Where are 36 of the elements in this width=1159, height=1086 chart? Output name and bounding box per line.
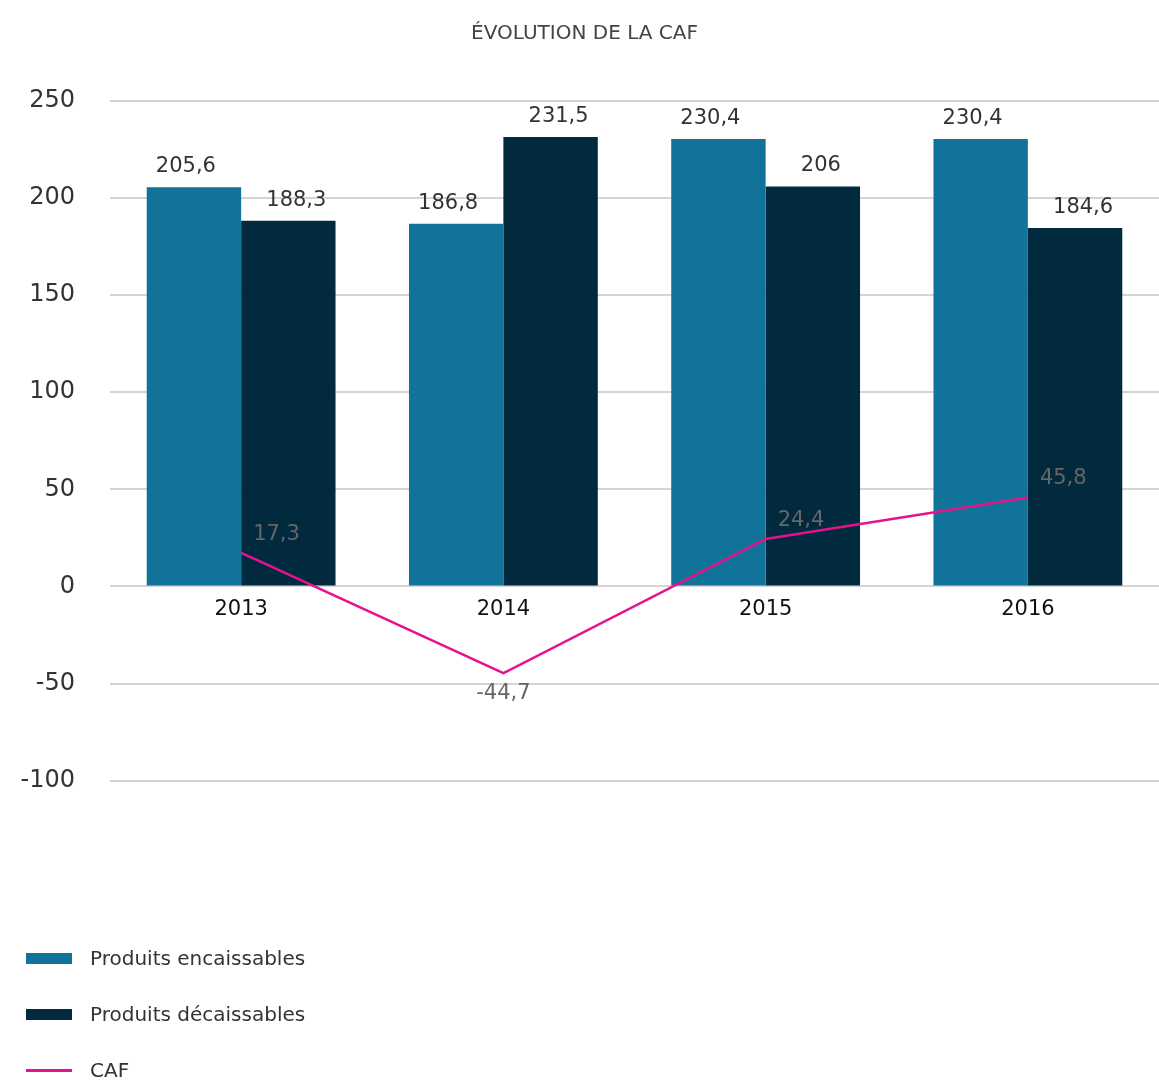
bar <box>765 186 861 586</box>
data-label: 206 <box>800 152 841 177</box>
legend-label: CAF <box>90 1058 130 1082</box>
x-tick-label: 2015 <box>738 596 793 621</box>
x-tick-label: 2014 <box>476 596 531 621</box>
data-label: 17,3 <box>253 520 300 545</box>
y-tick-label: 150 <box>29 279 75 308</box>
y-tick-label: -50 <box>35 667 75 696</box>
chart-title: ÉVOLUTION DE LA CAF <box>471 20 698 45</box>
y-tick-label: 200 <box>29 182 75 211</box>
bar <box>933 139 1028 586</box>
bar <box>503 136 598 586</box>
y-tick-label: 50 <box>44 473 75 502</box>
y-tick-label: 100 <box>29 376 75 405</box>
bar <box>241 220 336 586</box>
data-label: 231,5 <box>528 102 589 127</box>
data-label: -44,7 <box>476 680 531 705</box>
x-tick-label: 2013 <box>214 596 268 621</box>
legend-label: Produits encaissables <box>90 946 306 970</box>
x-tick-label: 2016 <box>1001 596 1055 621</box>
data-label: 230,4 <box>680 105 741 130</box>
data-label: 205,6 <box>155 153 216 178</box>
bar <box>408 223 504 586</box>
data-label: 45,8 <box>1039 465 1087 490</box>
legend-label: Produits décaissables <box>90 1002 306 1026</box>
bar <box>671 139 766 586</box>
bar <box>1027 227 1123 586</box>
data-label: 188,3 <box>266 186 327 211</box>
data-label: 24,4 <box>777 507 825 531</box>
y-tick-label: 250 <box>29 85 75 114</box>
y-tick-label: -100 <box>20 764 75 793</box>
data-label: 230,4 <box>942 105 1003 130</box>
y-tick-label: 0 <box>59 570 75 599</box>
bar <box>146 187 242 586</box>
data-label: 184,6 <box>1053 193 1114 218</box>
data-label: 186,8 <box>418 189 479 214</box>
